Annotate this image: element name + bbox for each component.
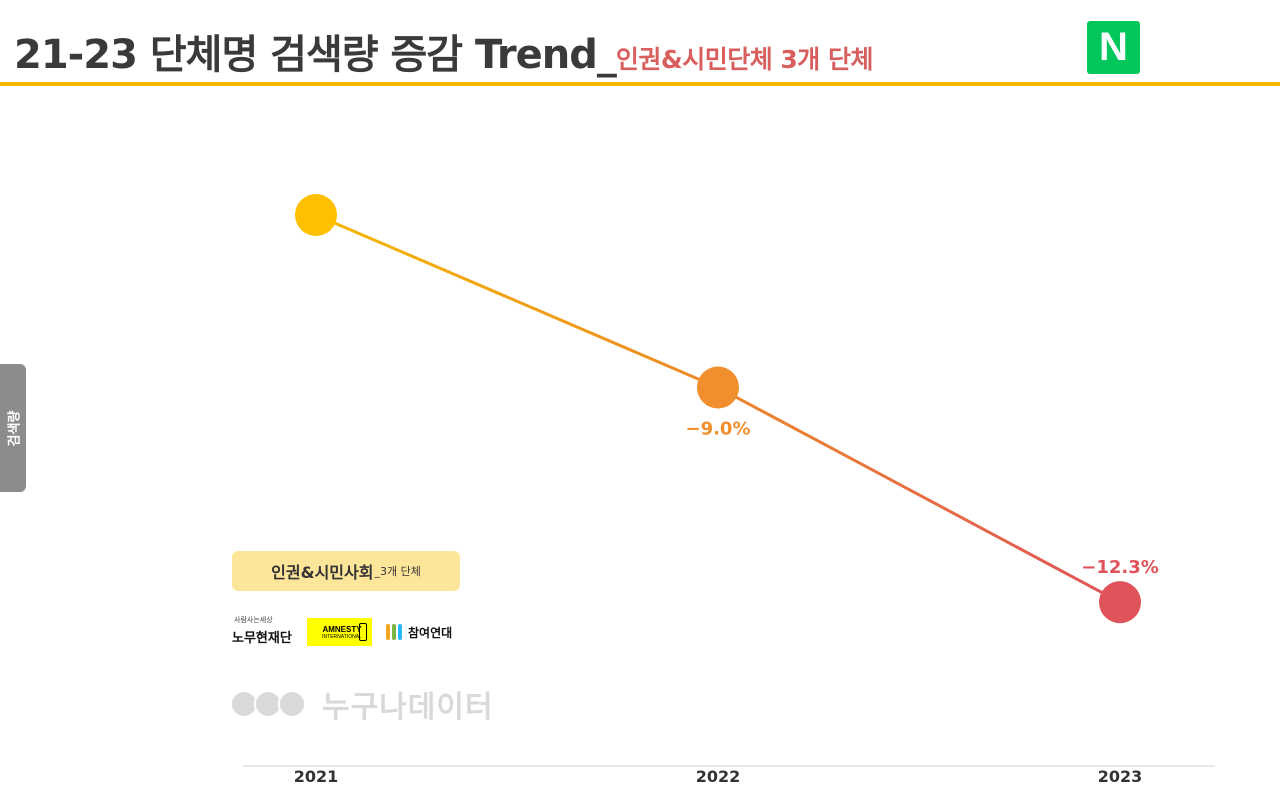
organization-logos: 사람사는세상 노무현재단 AMNESTY INTERNATIONAL 참여연대	[232, 615, 472, 649]
page-title: 21-23 단체명 검색량 증감 Trend_인권&시민단체 3개 단체	[14, 22, 874, 80]
chamyeo-name: 참여연대	[408, 625, 453, 640]
amnesty-line2: INTERNATIONAL	[322, 633, 362, 640]
x-tick-label-2023: 2023	[1098, 767, 1143, 786]
legend: 인권&시민사회 _3개 단체	[232, 551, 460, 591]
watermark-text: 누구나데이터	[322, 690, 494, 725]
x-tick-label-2022: 2022	[696, 767, 741, 786]
header: 21-23 단체명 검색량 증감 Trend_인권&시민단체 3개 단체 N	[0, 0, 1280, 86]
roh-script: 사람사는세상	[234, 616, 273, 624]
data-label-2022: −9.0%	[685, 419, 750, 440]
header-divider	[0, 82, 1280, 86]
chamyeo-logo: 참여연대	[386, 615, 452, 649]
smile-circle-icon	[230, 690, 258, 718]
data-label-2023: −12.3%	[1081, 557, 1159, 578]
roh-foundation-logo: 사람사는세상 노무현재단	[232, 615, 292, 649]
title-text: 21-23 단체명 검색량 증감 Trend_	[14, 32, 617, 78]
legend-label-main: 인권&시민사회	[271, 563, 374, 582]
series-line	[315, 213, 1121, 604]
naver-logo: N	[1087, 21, 1140, 74]
candle-icon	[359, 623, 367, 641]
smile-circle-icon	[278, 690, 306, 718]
data-point-2021	[295, 194, 337, 236]
watermark: 누구나데이터	[230, 684, 494, 725]
y-axis-label-tab: 검색량	[0, 364, 26, 492]
data-point-2023	[1099, 581, 1141, 624]
x-tick-label-2021: 2021	[294, 767, 339, 786]
roh-name: 노무현재단	[232, 630, 292, 646]
data-point-2022	[697, 366, 739, 409]
people-icon	[386, 624, 404, 640]
legend-label-small: _3개 단체	[374, 565, 421, 578]
amnesty-line1: AMNESTY	[322, 624, 362, 634]
amnesty-logo: AMNESTY INTERNATIONAL	[307, 618, 372, 646]
page-subtitle: 인권&시민단체 3개 단체	[615, 45, 874, 74]
